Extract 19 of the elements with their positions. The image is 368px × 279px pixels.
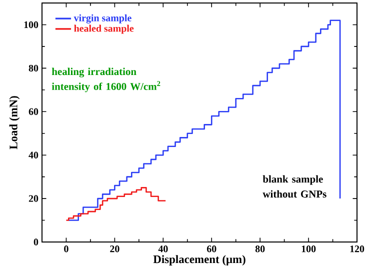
x-tick-label: 60 [206, 246, 216, 252]
x-tick-label: 120 [350, 246, 364, 252]
x-tick-label: 100 [302, 246, 316, 252]
x-tick-label: 0 [64, 246, 68, 252]
y-tick-label: 100 [24, 21, 38, 28]
legend-label: virgin sample [74, 14, 132, 24]
y-tick-label: 80 [28, 64, 38, 72]
y-tick-label: 60 [28, 108, 38, 115]
y-tick-label: 0 [34, 238, 38, 246]
annotation: healing irradiation intensity of 1600 W/cm$^{2}$ [52, 68, 160, 92]
y-tick-label: 40 [28, 152, 38, 158]
x-tick-label: 80 [255, 246, 265, 252]
x-tick-label: 20 [110, 246, 120, 252]
legend-label: healed sample [74, 24, 134, 34]
y-tick-label: 20 [28, 195, 38, 202]
x-axis-title: Displacement (μm) [153, 255, 246, 266]
x-tick-label: 40 [158, 246, 168, 252]
y-axis-title: Load (mN) [9, 96, 20, 150]
annotation: blank sample without GNPs [262, 175, 326, 198]
